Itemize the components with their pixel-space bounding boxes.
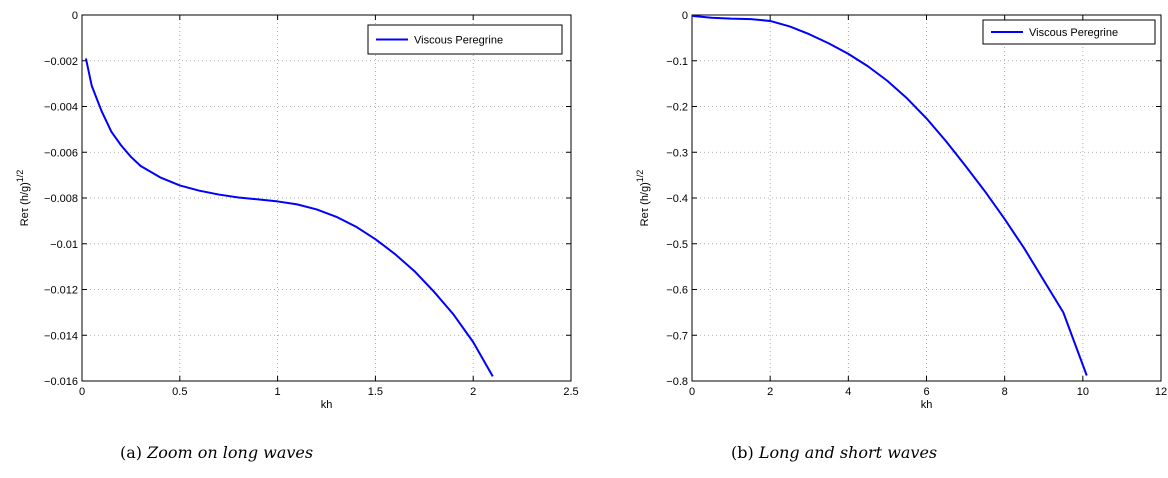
y-tick-label: −0.016 <box>44 376 78 388</box>
x-axis-label: kh <box>921 399 933 411</box>
x-tick-label: 6 <box>923 386 929 398</box>
x-tick-label: 0.5 <box>172 386 187 398</box>
series-line <box>691 14 1088 376</box>
chart-zoom-long-waves: 0 0.5 1 1.5 2 2.5 0 −0.002 −0.004 −0.006 −0.008 −0.… <box>15 10 579 462</box>
x-tick-label: 1 <box>275 386 281 398</box>
legend: Viscous Peregrine <box>367 24 563 55</box>
x-tick-label: 4 <box>845 386 851 398</box>
x-tick-label: 0 <box>689 386 695 398</box>
series-line <box>84 58 494 377</box>
caption-text: Zoom on long waves <box>146 443 313 462</box>
y-axis-label-superscript: 1/2 <box>635 170 645 183</box>
chart-long-and-short-waves: 0 2 4 6 8 10 12 0 −0.1 −0.2 −0.3 −0.4 −0.5 −0.6 −0.7 −0… <box>635 10 1167 462</box>
y-tick-label: −0.7 <box>666 330 688 342</box>
y-tick-label: −0.6 <box>666 285 688 297</box>
x-tick-label: 2 <box>470 386 476 398</box>
y-tick-label: −0.3 <box>666 147 688 159</box>
y-tick-label: 0 <box>682 10 688 22</box>
y-tick-label: −0.2 <box>666 102 688 114</box>
y-axis-label: Reτ (h/g)1/2 <box>635 170 651 227</box>
x-tick-label: 12 <box>1155 386 1167 398</box>
y-axis-label-superscript: 1/2 <box>15 170 25 183</box>
y-tick-label: 0 <box>72 10 78 22</box>
y-tick-label: −0.01 <box>50 239 78 251</box>
y-tick-label: −0.4 <box>666 193 688 205</box>
y-tick-label: −0.002 <box>44 56 78 68</box>
y-tick-label: −0.008 <box>44 193 78 205</box>
y-tick-label: −0.004 <box>44 102 78 114</box>
x-axis-label: kh <box>321 399 333 411</box>
x-tick-label: 10 <box>1077 386 1089 398</box>
x-tick-label: 1.5 <box>368 386 383 398</box>
legend: Viscous Peregrine <box>982 19 1156 45</box>
y-tick-label: −0.5 <box>666 239 688 251</box>
legend-label: Viscous Peregrine <box>1029 27 1118 39</box>
plot-area <box>691 14 1162 382</box>
figure-caption: (a) Zoom on long waves <box>120 443 313 462</box>
y-tick-label: −0.1 <box>666 56 688 68</box>
figure-caption: (b) Long and short waves <box>731 443 937 462</box>
y-axis-label-main: Reτ (h/g) <box>19 182 31 226</box>
caption-text: Long and short waves <box>758 443 937 462</box>
x-tick-label: 0 <box>79 386 85 398</box>
y-tick-label: −0.014 <box>44 330 78 342</box>
y-axis-label: Reτ (h/g)1/2 <box>15 170 31 227</box>
caption-label: (b) <box>731 443 759 462</box>
y-axis-label-main: Reτ (h/g) <box>639 182 651 226</box>
y-tick-label: −0.8 <box>666 376 688 388</box>
y-tick-label: −0.006 <box>44 147 78 159</box>
y-tick-label: −0.012 <box>44 285 78 297</box>
caption-label: (a) <box>120 443 147 462</box>
legend-label: Viscous Peregrine <box>414 35 503 47</box>
x-tick-label: 2.5 <box>563 386 578 398</box>
x-tick-label: 8 <box>1002 386 1008 398</box>
x-tick-label: 2 <box>767 386 773 398</box>
